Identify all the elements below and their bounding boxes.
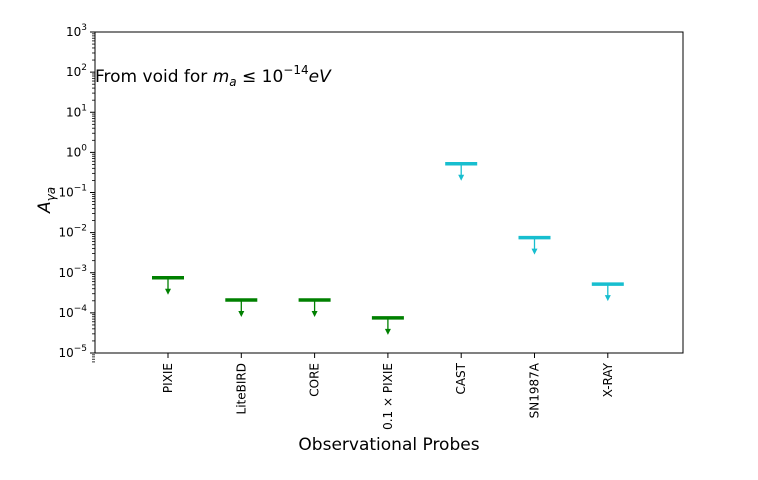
y-tick-label: 10−4	[58, 304, 87, 320]
y-tick-label: 10−5	[58, 344, 87, 360]
y-tick-label: 101	[66, 103, 87, 119]
x-tick-label: PIXIE	[161, 363, 175, 393]
y-tick-label: 102	[66, 63, 87, 79]
x-tick-label: 0.1 × PIXIE	[381, 363, 395, 430]
x-tick-label: LiteBIRD	[234, 363, 248, 414]
upper-limit-marker	[445, 162, 478, 181]
y-axis: 10−5 10−4 10−3 10−2 10−1 100 101 102 103	[58, 23, 95, 363]
x-tick-label: SN1987A	[528, 362, 542, 418]
x-axis: PIXIE LiteBIRD CORE 0.1 × PIXIE CAST SN1987A X…	[161, 353, 615, 430]
upper-limit-marker	[225, 298, 258, 317]
x-tick-label: CAST	[454, 362, 468, 394]
annotation: From void for ma ≤ 10−14eV	[95, 63, 332, 89]
y-tick-label: 10−3	[58, 264, 87, 280]
y-tick-label: 10−1	[58, 184, 87, 200]
upper-limit-marker	[152, 276, 184, 295]
y-tick-label: 10−2	[58, 224, 87, 240]
y-tick-label: 100	[66, 143, 87, 159]
y-tick-label: 103	[66, 23, 87, 39]
x-axis-label: Observational Probes	[298, 435, 479, 455]
x-tick-label: CORE	[308, 363, 322, 397]
data-marks	[152, 162, 624, 335]
upper-limit-marker	[518, 235, 551, 255]
upper-limit-marker	[371, 316, 404, 335]
plot-area	[95, 32, 683, 353]
upper-limit-marker	[591, 282, 624, 302]
upper-limit-marker	[298, 298, 331, 317]
y-axis-label: Aγa	[35, 187, 58, 214]
x-tick-label: X-RAY	[601, 362, 615, 397]
